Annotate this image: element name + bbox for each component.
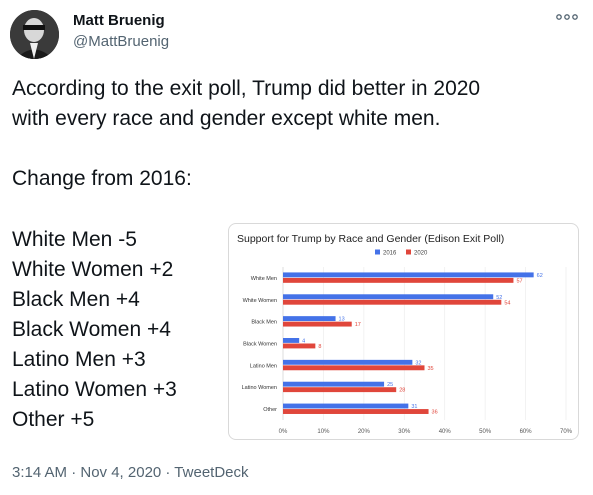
category-label: Latino Women bbox=[242, 385, 277, 391]
change-item: White Women +2 bbox=[12, 258, 174, 281]
x-tick-label: 30% bbox=[398, 429, 411, 435]
data-label-2020: 28 bbox=[399, 388, 405, 394]
bar-2020 bbox=[283, 299, 502, 305]
chart-title: Support for Trump by Race and Gender (Ed… bbox=[237, 233, 504, 245]
change-item: Latino Men +3 bbox=[12, 348, 146, 371]
data-label-2016: 25 bbox=[387, 382, 393, 388]
category-label: Black Women bbox=[243, 342, 277, 348]
change-item: Latino Women +3 bbox=[12, 378, 177, 401]
bar-2016 bbox=[283, 338, 300, 343]
tweet-text: According to the exit poll, Trump did be… bbox=[12, 74, 582, 194]
bar-chart: Support for Trump by Race and Gender (Ed… bbox=[237, 233, 573, 435]
bar-2016 bbox=[283, 316, 336, 322]
more-options-icon[interactable] bbox=[555, 10, 579, 24]
bar-2016 bbox=[283, 359, 413, 365]
bar-2020 bbox=[283, 365, 425, 371]
legend-label-2020: 2020 bbox=[414, 251, 428, 257]
x-tick-label: 50% bbox=[479, 429, 492, 435]
author-avatar[interactable] bbox=[10, 10, 59, 59]
bar-2020 bbox=[283, 321, 352, 327]
x-tick-label: 60% bbox=[520, 429, 533, 435]
data-label-2016: 13 bbox=[339, 317, 345, 323]
profile-photo-icon bbox=[10, 10, 59, 59]
data-label-2020: 8 bbox=[318, 344, 321, 350]
data-label-2020: 17 bbox=[355, 322, 361, 328]
chart-image[interactable]: Support for Trump by Race and Gender (Ed… bbox=[228, 223, 579, 440]
category-label: Black Men bbox=[251, 320, 277, 326]
author-name[interactable]: Matt Bruenig bbox=[73, 12, 165, 29]
x-tick-label: 20% bbox=[358, 429, 371, 435]
data-label-2016: 52 bbox=[496, 295, 502, 301]
bar-2020 bbox=[283, 409, 429, 414]
bar-2020 bbox=[283, 343, 316, 349]
legend-swatch-2016 bbox=[375, 249, 380, 255]
change-item: Other +5 bbox=[12, 408, 95, 431]
bar-2016 bbox=[283, 294, 494, 300]
legend-label-2016: 2016 bbox=[383, 251, 397, 257]
tweet-line: Change from 2016: bbox=[12, 167, 192, 190]
x-tick-label: 10% bbox=[317, 429, 330, 435]
bar-2020 bbox=[283, 387, 397, 393]
tweet-line bbox=[12, 134, 582, 164]
author-handle[interactable]: @MattBruenig bbox=[73, 33, 170, 50]
change-item: Black Men +4 bbox=[12, 288, 140, 311]
tweet-line: According to the exit poll, Trump did be… bbox=[12, 77, 481, 100]
change-item: White Men -5 bbox=[12, 228, 137, 251]
data-label-2020: 35 bbox=[428, 366, 434, 372]
category-label: White Men bbox=[251, 276, 277, 282]
data-label-2020: 57 bbox=[516, 278, 522, 284]
bar-2016 bbox=[283, 272, 534, 278]
bar-2020 bbox=[283, 277, 514, 283]
data-label-2016: 62 bbox=[537, 273, 543, 279]
change-item: Black Women +4 bbox=[12, 318, 171, 341]
data-label-2016: 4 bbox=[302, 339, 305, 345]
tweet-line: with every race and gender except white … bbox=[12, 107, 441, 130]
category-label: White Women bbox=[243, 298, 277, 304]
data-label-2020: 54 bbox=[504, 300, 510, 306]
category-label: Other bbox=[263, 407, 277, 413]
data-label-2016: 31 bbox=[411, 404, 417, 410]
legend-swatch-2020 bbox=[406, 249, 411, 255]
x-tick-label: 0% bbox=[279, 429, 288, 435]
category-label: Latino Men bbox=[250, 363, 277, 369]
x-tick-label: 70% bbox=[560, 429, 573, 435]
change-list: White Men -5 White Women +2 Black Men +4… bbox=[12, 225, 177, 435]
data-label-2016: 32 bbox=[415, 360, 421, 366]
x-tick-label: 40% bbox=[439, 429, 452, 435]
bar-2016 bbox=[283, 381, 385, 387]
tweet-timestamp[interactable]: 3:14 AM · Nov 4, 2020 · TweetDeck bbox=[12, 464, 249, 481]
bar-2016 bbox=[283, 403, 409, 409]
data-label-2020: 36 bbox=[432, 410, 438, 416]
